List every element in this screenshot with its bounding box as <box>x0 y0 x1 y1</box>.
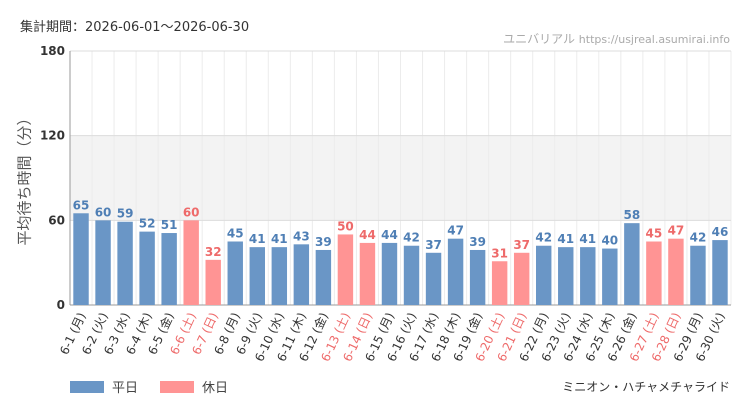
bar <box>580 247 596 305</box>
bar <box>536 245 552 305</box>
bar <box>337 234 354 305</box>
data-label: 41 <box>579 232 596 246</box>
data-label: 46 <box>712 225 729 239</box>
data-label: 44 <box>381 228 398 242</box>
data-label: 42 <box>690 231 707 245</box>
y-tick-label: 0 <box>57 298 65 312</box>
data-label: 41 <box>557 232 574 246</box>
bar <box>668 238 684 305</box>
bar <box>712 240 728 305</box>
bar <box>139 231 155 305</box>
bar <box>95 220 111 305</box>
data-label: 51 <box>161 218 178 232</box>
brand-link[interactable]: ユニバリアル https://usjreal.asumirai.info <box>503 30 730 47</box>
data-label: 47 <box>447 224 464 238</box>
legend-weekday-label: 平日 <box>112 381 139 396</box>
bar <box>602 248 618 305</box>
data-label: 60 <box>183 205 200 219</box>
data-label: 59 <box>117 207 134 221</box>
bar <box>690 245 706 305</box>
legend-holiday-swatch <box>160 380 195 393</box>
y-tick-label: 180 <box>40 44 65 58</box>
bar <box>73 213 89 305</box>
bar <box>293 244 310 305</box>
data-label: 42 <box>535 231 552 245</box>
data-label: 45 <box>227 227 244 241</box>
data-label: 39 <box>469 235 486 249</box>
bar <box>271 247 288 305</box>
data-label: 31 <box>491 246 508 260</box>
y-tick-label: 60 <box>48 213 65 227</box>
brand-url: https://usjreal.asumirai.info <box>578 33 730 46</box>
data-label: 40 <box>601 234 618 248</box>
bar <box>403 245 420 305</box>
attraction-name: ミニオン・ハチャメチャライド <box>562 380 730 394</box>
data-label: 45 <box>646 227 663 241</box>
data-label: 65 <box>73 198 90 212</box>
bar <box>249 247 265 305</box>
bar <box>624 223 640 305</box>
brand-name: ユニバリアル <box>503 32 575 46</box>
data-label: 37 <box>425 238 442 252</box>
bar <box>205 259 221 305</box>
data-label: 50 <box>337 219 354 233</box>
bar <box>227 241 243 305</box>
data-label: 58 <box>623 208 640 222</box>
y-tick-label: 120 <box>40 129 65 143</box>
legend-weekday: 平日 <box>70 377 138 396</box>
bar <box>469 249 486 305</box>
data-label: 41 <box>271 232 288 246</box>
period-label: 集計期間：2026-06-01～2026-06-30 <box>20 20 250 35</box>
data-label: 43 <box>293 229 310 243</box>
bar <box>646 241 662 305</box>
data-label: 47 <box>668 224 685 238</box>
legend-holiday: 休日 <box>160 377 228 396</box>
data-label: 37 <box>513 238 530 252</box>
bar <box>161 233 177 305</box>
bar <box>425 252 442 305</box>
data-label: 39 <box>315 235 332 249</box>
data-label: 52 <box>139 217 156 231</box>
bar <box>447 238 464 305</box>
legend-holiday-label: 休日 <box>202 381 229 396</box>
data-label: 41 <box>249 232 266 246</box>
bar <box>183 220 199 305</box>
legend: 平日 休日 <box>70 377 250 396</box>
bar <box>359 242 376 305</box>
bar <box>558 247 574 305</box>
bar <box>315 249 332 305</box>
bar <box>381 242 398 305</box>
data-label: 44 <box>359 228 376 242</box>
data-label: 42 <box>403 231 420 245</box>
legend-weekday-swatch <box>70 380 104 393</box>
bar <box>513 252 530 305</box>
data-label: 32 <box>205 245 222 259</box>
bar <box>117 221 133 305</box>
data-label: 60 <box>95 205 112 219</box>
bar <box>491 261 508 305</box>
